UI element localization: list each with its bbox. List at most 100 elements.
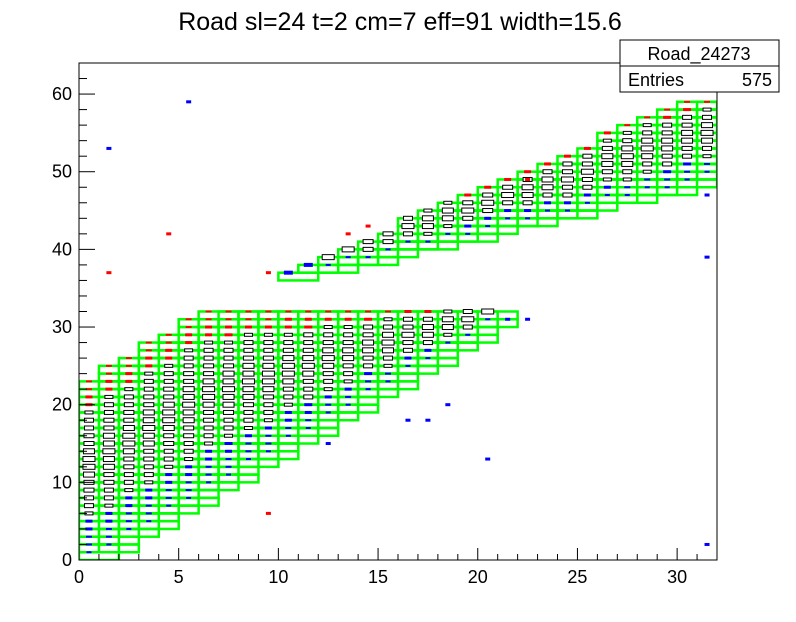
hit-marker xyxy=(525,177,531,181)
hit-marker xyxy=(622,130,632,135)
hit-marker xyxy=(202,386,216,393)
hit-marker xyxy=(142,440,155,447)
hit-marker xyxy=(263,347,274,353)
hit-marker xyxy=(464,224,472,228)
hit-marker xyxy=(122,432,136,439)
hit-marker xyxy=(105,379,113,383)
hit-marker xyxy=(365,224,371,228)
hit-marker xyxy=(622,177,632,182)
hit-marker xyxy=(224,340,234,345)
hit-marker xyxy=(642,169,652,174)
hit-marker xyxy=(202,401,215,408)
hit-marker xyxy=(484,185,492,189)
hit-marker xyxy=(105,519,113,523)
hit-marker xyxy=(165,348,173,352)
hit-marker xyxy=(402,215,413,221)
hit-marker xyxy=(243,347,254,353)
hit-marker xyxy=(383,324,394,330)
hit-marker xyxy=(325,411,331,414)
hit-marker xyxy=(265,310,272,313)
hit-marker xyxy=(103,479,115,485)
hit-marker xyxy=(524,209,532,213)
hit-marker xyxy=(305,310,312,313)
hit-marker xyxy=(362,347,375,354)
hit-marker xyxy=(283,332,293,337)
hit-marker xyxy=(104,503,114,508)
hit-marker xyxy=(341,246,355,253)
hit-marker xyxy=(122,424,135,431)
hit-marker xyxy=(661,130,673,136)
hit-marker xyxy=(205,449,213,453)
hit-marker xyxy=(85,543,92,546)
hit-marker xyxy=(222,401,235,408)
x-tick-label: 10 xyxy=(268,567,288,587)
stats-entries-value: 575 xyxy=(742,70,772,90)
hit-marker xyxy=(441,324,454,331)
y-axis: 0 10 20 30 40 50 60 xyxy=(52,62,95,570)
hit-marker xyxy=(322,371,334,377)
hit-marker xyxy=(701,137,714,144)
hit-marker xyxy=(265,450,271,453)
y-tick-label: 50 xyxy=(52,162,72,182)
hit-marker xyxy=(242,402,254,408)
hit-marker xyxy=(443,332,453,337)
hit-marker xyxy=(145,488,153,492)
hit-marker xyxy=(462,215,474,221)
hit-marker xyxy=(85,395,93,399)
hit-marker xyxy=(465,333,471,336)
hit-marker xyxy=(464,193,472,197)
hit-marker xyxy=(303,340,314,346)
hit-marker xyxy=(642,161,653,167)
hit-marker xyxy=(704,193,710,197)
hit-marker xyxy=(423,231,433,236)
hit-marker xyxy=(263,340,274,346)
hit-marker xyxy=(684,178,690,181)
hit-marker xyxy=(401,223,415,230)
road-box xyxy=(695,162,717,173)
hit-marker xyxy=(344,317,352,321)
hit-marker xyxy=(681,137,694,144)
hit-marker xyxy=(123,409,135,415)
hit-marker xyxy=(284,418,292,422)
hit-marker xyxy=(226,473,232,476)
hit-marker xyxy=(126,527,132,530)
hit-marker xyxy=(84,410,94,415)
hit-marker xyxy=(202,378,215,385)
hit-marker xyxy=(561,169,573,175)
hit-marker xyxy=(702,154,712,159)
hit-marker xyxy=(324,395,332,399)
hit-marker xyxy=(681,122,693,128)
hit-marker xyxy=(421,331,434,338)
hit-marker xyxy=(145,512,152,515)
hit-marker xyxy=(164,363,174,368)
hit-marker xyxy=(302,347,314,353)
hit-marker xyxy=(343,379,353,384)
hit-marker xyxy=(283,270,293,275)
hit-marker xyxy=(104,394,114,399)
hit-marker xyxy=(223,425,234,431)
hit-marker xyxy=(145,364,153,368)
hit-marker xyxy=(443,309,453,314)
hit-marker xyxy=(85,535,92,538)
hit-marker xyxy=(205,310,212,313)
hit-marker xyxy=(502,200,514,206)
hit-marker xyxy=(545,162,551,166)
hit-marker xyxy=(283,340,294,346)
hit-marker xyxy=(682,153,693,159)
hit-marker xyxy=(261,370,275,377)
hit-marker xyxy=(544,201,552,205)
hit-marker xyxy=(223,363,235,369)
hit-marker xyxy=(145,341,152,344)
hit-marker xyxy=(365,388,371,391)
hit-marker xyxy=(582,184,593,190)
x-tick-label: 20 xyxy=(468,567,488,587)
hit-marker xyxy=(481,308,495,315)
hit-marker xyxy=(445,341,451,344)
hit-marker xyxy=(242,370,255,377)
hit-marker xyxy=(265,442,272,445)
hit-marker xyxy=(185,465,193,469)
hit-marker xyxy=(183,371,195,377)
hit-marker xyxy=(242,393,255,400)
hit-marker xyxy=(364,372,373,376)
hit-marker xyxy=(462,324,473,330)
